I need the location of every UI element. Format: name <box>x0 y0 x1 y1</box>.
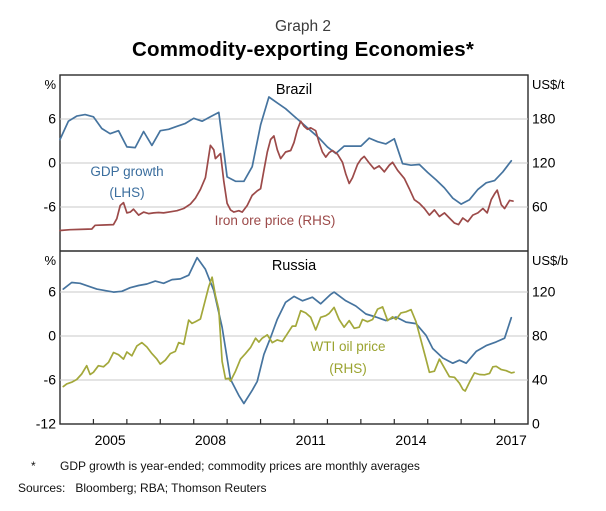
y-axis-tick-label: 120 <box>532 284 556 300</box>
right-axis-unit-label: US$/t <box>532 77 565 92</box>
y-axis-tick-label: 60 <box>532 199 548 215</box>
panel-title-russia: Russia <box>271 258 317 274</box>
y-axis-tick-label: 6 <box>48 111 56 127</box>
iron-ore-series-label: Iron ore price (RHS) <box>214 213 336 228</box>
y-axis-tick-label: 6 <box>48 284 56 300</box>
y-axis-tick-label: 80 <box>532 328 548 344</box>
left-axis-unit-label: % <box>44 77 56 92</box>
y-axis-tick-label: 0 <box>48 328 56 344</box>
y-axis-tick-label: 0 <box>532 416 540 432</box>
wti-oil-series-label: WTI oil price (RHS) <box>310 339 386 377</box>
sources-text: Sources: Bloomberg; RBA; Thomson Reuters <box>18 481 267 495</box>
footnote-asterisk: * <box>31 459 36 473</box>
y-axis-tick-label: -6 <box>44 199 57 215</box>
right-axis-unit-label: US$/b <box>532 253 568 268</box>
y-axis-tick-label: 120 <box>532 155 556 171</box>
russia-gdp-line <box>62 256 513 405</box>
y-axis-tick-label: 180 <box>532 111 556 127</box>
x-axis-year-label: 2008 <box>195 432 226 448</box>
panel-title-brazil: Brazil <box>275 82 313 98</box>
page-title: Commodity-exporting Economies* <box>131 38 474 61</box>
x-axis-year-label: 2017 <box>496 432 527 448</box>
x-axis-year-label: 2011 <box>296 432 326 448</box>
wti-oil-line <box>62 276 515 392</box>
gdp-growth-series-label: GDP growth (LHS) <box>90 164 164 200</box>
footnote-text: GDP growth is year-ended; commodity pric… <box>60 459 420 473</box>
graph-number-label: Graph 2 <box>274 18 331 35</box>
y-axis-tick-label: -6 <box>44 372 57 388</box>
iron-ore-line <box>59 120 514 232</box>
y-axis-tick-label: 0 <box>48 155 56 171</box>
y-axis-tick-label: 40 <box>532 372 548 388</box>
x-axis-year-label: 2005 <box>95 432 126 448</box>
x-axis-year-label: 2014 <box>395 432 426 448</box>
left-axis-unit-label: % <box>44 253 56 268</box>
brazil-gdp-line <box>59 96 513 205</box>
y-axis-tick-label: -12 <box>36 416 56 432</box>
